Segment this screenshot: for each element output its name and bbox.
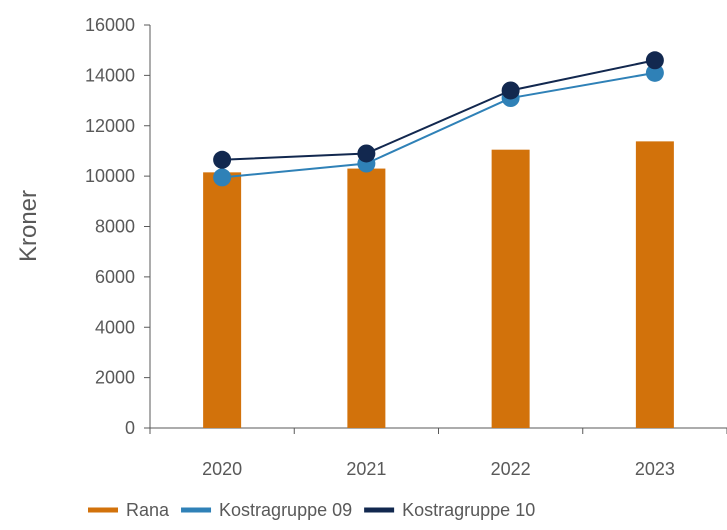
point-kostragruppe-10 (645, 51, 664, 70)
legend-label: Rana (126, 500, 170, 520)
legend-label: Kostragruppe 10 (402, 500, 535, 520)
y-tick-label: 12000 (85, 116, 135, 136)
point-kostragruppe-09 (645, 63, 664, 82)
bar-rana (203, 172, 242, 428)
legend: Rana Kostragruppe 09 Kostragruppe 10 (88, 500, 535, 520)
line-kostragruppe-09 (222, 71, 656, 179)
y-tick-label: 14000 (85, 65, 135, 85)
y-tick-label: 16000 (85, 15, 135, 35)
axes: 0 2000 4000 6000 8000 10000 12000 14000 16000 202… (85, 15, 727, 479)
y-tick-label: 6000 (95, 267, 135, 287)
y-tick-label: 8000 (95, 217, 135, 237)
lines (213, 51, 664, 187)
x-tick-label: 2021 (346, 459, 386, 479)
x-tick-label: 2020 (202, 459, 242, 479)
y-tick-label: 2000 (95, 368, 135, 388)
y-tick-label: 0 (125, 418, 135, 438)
bar-rana (491, 149, 530, 428)
point-kostragruppe-10 (501, 81, 520, 100)
y-axis-label: Kroner (15, 190, 42, 262)
y-tick-label: 10000 (85, 166, 135, 186)
bar-rana (347, 168, 386, 428)
point-kostragruppe-09 (213, 168, 232, 187)
bar-rana (635, 141, 674, 428)
legend-label: Kostragruppe 09 (219, 500, 352, 520)
y-tick-label: 4000 (95, 317, 135, 337)
point-kostragruppe-10 (213, 150, 232, 169)
line-kostragruppe-10 (222, 59, 656, 161)
x-tick-label: 2022 (491, 459, 531, 479)
bars (203, 141, 674, 428)
x-tick-label: 2023 (635, 459, 675, 479)
point-kostragruppe-10 (357, 144, 376, 163)
